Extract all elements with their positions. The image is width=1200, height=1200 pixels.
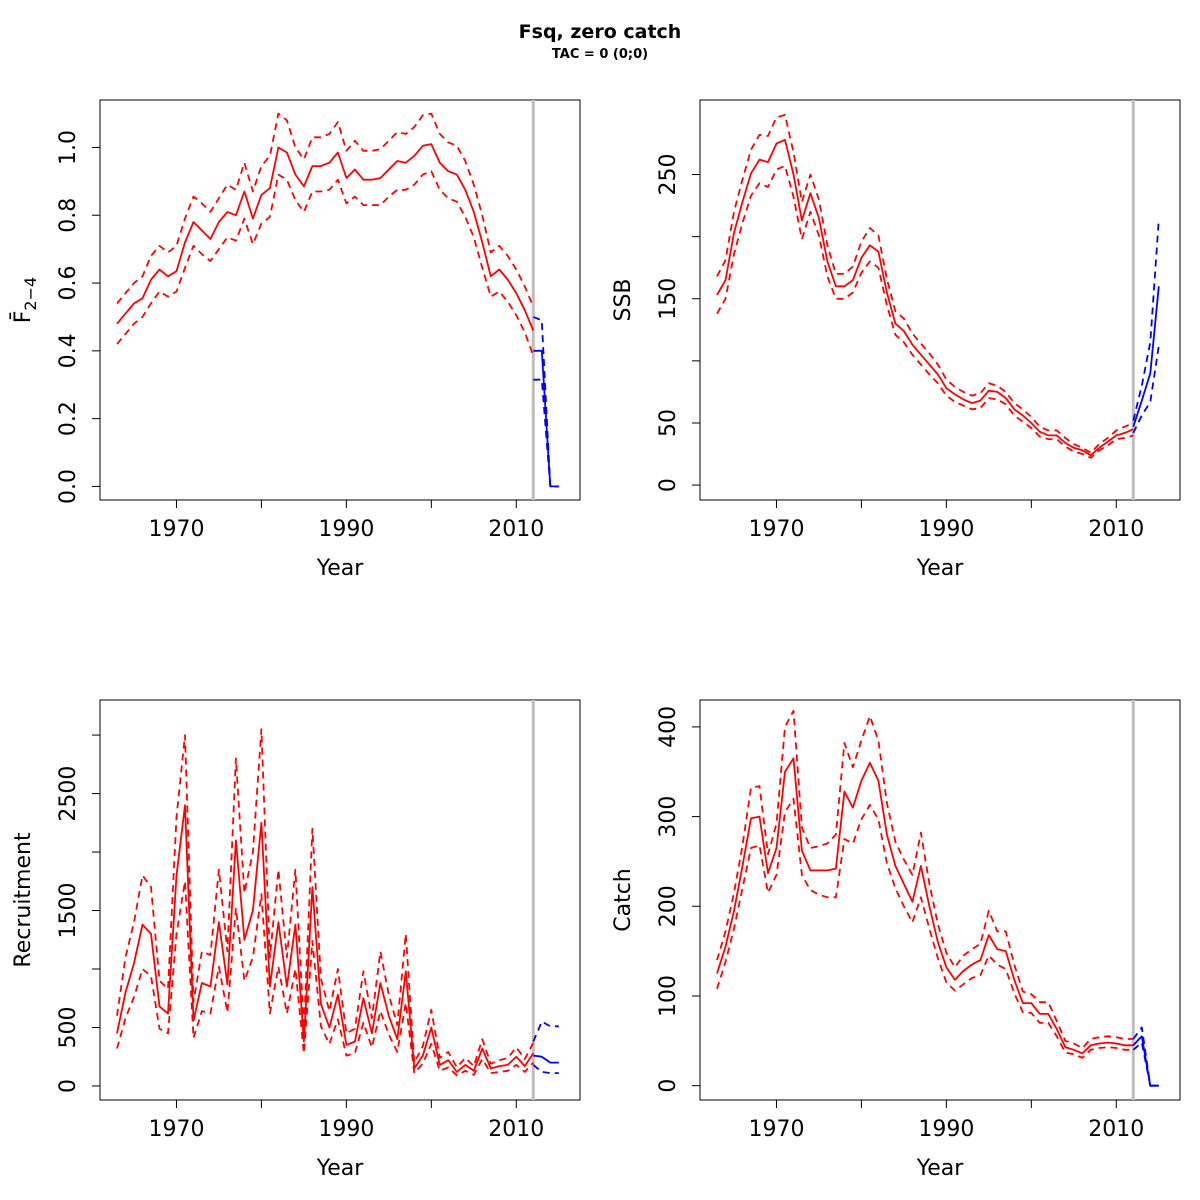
x-tick-label: 2010: [1088, 1117, 1144, 1142]
y-tick-label: 0: [656, 1079, 681, 1093]
historic-lower-line: [716, 164, 1134, 459]
page-subtitle: TAC = 0 (0;0): [551, 47, 649, 62]
y-tick-label: 200: [656, 885, 681, 927]
y-tick-label: 100: [656, 975, 681, 1017]
panel-ssb: 1970 1990 2010 0 50 150 250 Year SSB: [611, 99, 1181, 581]
historic-upper-line: [716, 114, 1134, 454]
historic-lower-line: [716, 797, 1134, 1059]
y-tick-label: 2500: [56, 766, 81, 822]
x-axis-label: Year: [916, 556, 965, 581]
forecast-lower-line: [533, 378, 559, 488]
y-tick-label: 0.2: [56, 401, 81, 436]
forecast-median-line: [1132, 1035, 1159, 1087]
forecast-lower-line: [532, 1064, 559, 1074]
y-tick-label: 0.6: [56, 266, 81, 301]
y-tick-label: 0.8: [56, 198, 81, 233]
forecast-upper-line: [532, 316, 559, 488]
y-tick-label: 300: [656, 796, 681, 838]
y-tick-label: 50: [656, 409, 681, 437]
x-tick-label: 1990: [918, 517, 974, 542]
y-tick-label: 1500: [56, 883, 81, 939]
historic-median-line: [116, 804, 535, 1073]
x-tick-label: 1990: [318, 517, 374, 542]
y-tick-label: 0.4: [56, 333, 81, 368]
x-axis-label: Year: [316, 556, 365, 581]
historic-lower-line: [116, 880, 534, 1077]
page-title: Fsq, zero catch: [518, 21, 682, 43]
y-tick-label: 0: [56, 1079, 81, 1093]
y-axis-label: Catch: [611, 868, 636, 932]
historic-median-line: [116, 143, 535, 331]
plot-frame: [699, 99, 1181, 501]
x-tick-label: 1970: [748, 517, 804, 542]
forecast-upper-line: [532, 1020, 559, 1042]
historic-median-line: [716, 757, 1134, 1055]
x-tick-label: 1970: [148, 517, 204, 542]
forecast-median-line: [1132, 286, 1160, 427]
x-tick-label: 1990: [318, 1117, 374, 1142]
y-axis-label: Recruitment: [11, 832, 36, 968]
y-axis-label: F̄2−4: [10, 277, 40, 323]
forecast-lower-line: [1132, 1041, 1159, 1087]
y-tick-label: 0.0: [56, 469, 81, 504]
plot-frame: [699, 699, 1181, 1101]
historic-upper-line: [116, 112, 535, 308]
plot-frame: [99, 99, 581, 501]
x-tick-label: 2010: [488, 1117, 544, 1142]
forecast-upper-line: [1132, 219, 1160, 421]
x-axis-label: Year: [916, 1156, 965, 1181]
x-tick-label: 1990: [918, 1117, 974, 1142]
x-tick-label: 2010: [488, 517, 544, 542]
x-tick-label: 1970: [148, 1117, 204, 1142]
y-tick-label: 250: [656, 154, 681, 196]
x-tick-label: 1970: [748, 1117, 804, 1142]
y-tick-label: 500: [56, 1006, 81, 1048]
y-tick-label: 400: [656, 706, 681, 748]
historic-median-line: [716, 138, 1134, 457]
y-axis-label: SSB: [611, 278, 636, 321]
panel-recruitment: 1970 1990 2010 0 500 1500 2500 Year Recruitment: [11, 699, 581, 1181]
x-tick-label: 2010: [1088, 517, 1144, 542]
forecast-median-line: [533, 349, 559, 488]
panel-catch: 1970 1990 2010 0 100 200 300 400 Year Catch: [611, 699, 1181, 1181]
y-tick-label: 0: [656, 478, 681, 492]
historic-upper-line: [116, 728, 535, 1069]
y-tick-label: 1.0: [56, 130, 81, 165]
historic-upper-line: [716, 709, 1134, 1049]
forecast-lower-line: [1132, 345, 1160, 434]
panel-fbar: 1970 1990 2010 0.0 0.2 0.4 0.6 0.8 1.0 Year F̄2−4: [10, 99, 581, 581]
x-axis-label: Year: [316, 1156, 365, 1181]
plot-frame: [99, 699, 581, 1101]
forecast-median-line: [533, 1054, 559, 1064]
y-tick-label: 150: [656, 278, 681, 320]
